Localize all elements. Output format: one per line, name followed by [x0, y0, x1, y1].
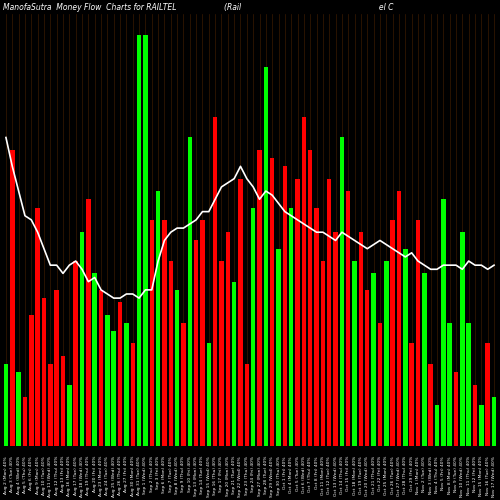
- Bar: [150, 220, 154, 446]
- Bar: [10, 150, 14, 446]
- Bar: [29, 314, 34, 446]
- Bar: [479, 405, 484, 446]
- Bar: [314, 208, 319, 446]
- Bar: [181, 323, 186, 446]
- Bar: [74, 261, 78, 446]
- Bar: [448, 323, 452, 446]
- Bar: [124, 323, 128, 446]
- Bar: [48, 364, 52, 446]
- Text: ManofaSutra  Money Flow  Charts for RAILTEL                    (Rail            : ManofaSutra Money Flow Charts for RAILTE…: [3, 3, 394, 12]
- Bar: [42, 298, 46, 446]
- Bar: [422, 274, 426, 446]
- Bar: [238, 178, 242, 446]
- Bar: [416, 220, 420, 446]
- Bar: [137, 34, 141, 447]
- Bar: [454, 372, 458, 446]
- Bar: [410, 344, 414, 446]
- Bar: [378, 323, 382, 446]
- Bar: [258, 150, 262, 446]
- Bar: [16, 372, 21, 446]
- Bar: [232, 282, 236, 446]
- Bar: [213, 117, 218, 446]
- Bar: [428, 364, 433, 446]
- Bar: [289, 208, 294, 446]
- Bar: [384, 261, 388, 446]
- Bar: [358, 232, 363, 446]
- Bar: [105, 314, 110, 446]
- Bar: [460, 232, 464, 446]
- Bar: [372, 274, 376, 446]
- Bar: [99, 290, 103, 446]
- Bar: [194, 240, 198, 446]
- Bar: [276, 248, 280, 446]
- Bar: [473, 384, 478, 446]
- Bar: [486, 344, 490, 446]
- Bar: [220, 261, 224, 446]
- Bar: [168, 261, 173, 446]
- Bar: [340, 138, 344, 446]
- Bar: [308, 150, 312, 446]
- Bar: [226, 232, 230, 446]
- Bar: [143, 34, 148, 447]
- Bar: [36, 208, 40, 446]
- Bar: [396, 191, 401, 446]
- Bar: [251, 208, 256, 446]
- Bar: [130, 344, 135, 446]
- Bar: [282, 166, 287, 446]
- Bar: [334, 232, 338, 446]
- Bar: [206, 344, 211, 446]
- Bar: [270, 158, 274, 446]
- Bar: [390, 220, 395, 446]
- Bar: [112, 331, 116, 446]
- Bar: [466, 323, 471, 446]
- Bar: [302, 117, 306, 446]
- Bar: [162, 220, 166, 446]
- Bar: [244, 364, 249, 446]
- Bar: [118, 302, 122, 446]
- Bar: [200, 220, 204, 446]
- Bar: [86, 200, 90, 446]
- Bar: [61, 356, 65, 446]
- Bar: [365, 290, 370, 446]
- Bar: [441, 200, 446, 446]
- Bar: [4, 364, 8, 446]
- Bar: [92, 274, 97, 446]
- Bar: [264, 68, 268, 446]
- Bar: [327, 178, 332, 446]
- Bar: [403, 248, 407, 446]
- Bar: [352, 261, 357, 446]
- Bar: [346, 191, 350, 446]
- Bar: [296, 178, 300, 446]
- Bar: [188, 138, 192, 446]
- Bar: [67, 384, 71, 446]
- Bar: [54, 290, 59, 446]
- Bar: [22, 397, 27, 446]
- Bar: [156, 191, 160, 446]
- Bar: [80, 232, 84, 446]
- Bar: [175, 290, 180, 446]
- Bar: [435, 405, 439, 446]
- Bar: [320, 261, 325, 446]
- Bar: [492, 397, 496, 446]
